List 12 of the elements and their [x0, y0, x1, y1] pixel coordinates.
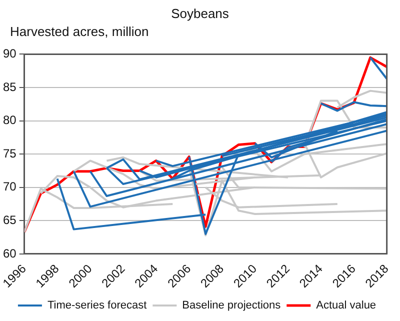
chart-title: Soybeans	[170, 5, 230, 23]
legend-label: Time-series forecast	[47, 300, 147, 312]
y-tick-label: 80	[2, 113, 17, 128]
y-axis-title: Harvested acres, million	[9, 24, 150, 41]
legend-label: Actual value	[316, 300, 376, 312]
y-tick-label: 65	[2, 212, 17, 227]
legend-label: Baseline projections	[182, 300, 282, 312]
y-tick-label: 75	[2, 146, 17, 160]
y-tick-label: 70	[2, 180, 17, 194]
y-tick-label: 60	[2, 246, 17, 260]
y-tick-label: 90	[2, 46, 17, 61]
y-tick-label: 85	[2, 80, 17, 94]
